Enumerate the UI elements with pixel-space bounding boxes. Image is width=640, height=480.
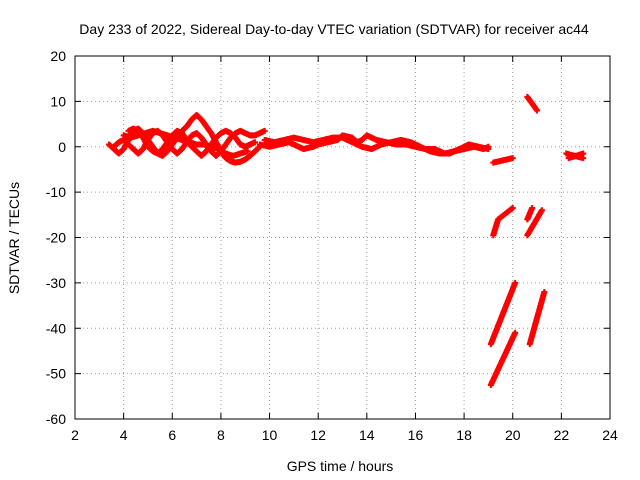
- y-tick-label: -40: [46, 320, 66, 336]
- series-seg-3: [524, 93, 541, 114]
- y-tick-label: -60: [46, 411, 66, 427]
- y-axis-label: SDTVAR / TECUs: [6, 182, 22, 294]
- data-point: [534, 107, 541, 114]
- x-tick-label: 10: [262, 427, 278, 443]
- x-tick-label: 8: [217, 427, 225, 443]
- series-seg-6: [487, 279, 519, 348]
- y-tick-label: -30: [46, 275, 66, 291]
- chart-title: Day 233 of 2022, Sidereal Day-to-day VTE…: [79, 21, 589, 37]
- y-tick-label: -20: [46, 230, 66, 246]
- data-point: [509, 155, 516, 162]
- x-tick-label: 6: [168, 427, 176, 443]
- data-point: [261, 127, 268, 134]
- series-seg-5: [524, 207, 545, 239]
- data-point: [580, 150, 587, 157]
- y-tick-label: 0: [58, 139, 66, 155]
- series-seg-2: [490, 205, 516, 239]
- series-seg-10: [565, 150, 587, 162]
- x-tick-label: 22: [554, 427, 570, 443]
- series-track-c: [125, 125, 258, 159]
- grid-lines: [75, 56, 610, 419]
- x-tick-label: 16: [408, 427, 424, 443]
- x-tick-label: 24: [602, 427, 618, 443]
- x-tick-label: 18: [456, 427, 472, 443]
- x-tick-label: 2: [71, 427, 79, 443]
- x-tick-label: 12: [310, 427, 326, 443]
- data-point: [485, 146, 492, 153]
- y-tick-label: 20: [50, 48, 66, 64]
- data-point: [541, 288, 548, 295]
- y-tick-label: -50: [46, 366, 66, 382]
- series-track-d: [120, 127, 251, 159]
- data-point: [512, 279, 519, 286]
- data-markers: [106, 93, 587, 388]
- data-point: [538, 207, 545, 214]
- x-tick-label: 14: [359, 427, 375, 443]
- data-point: [512, 329, 519, 336]
- axis-ticks: 2 4 6 8 10 12 14 16 18 20 22 2420100-10-20-30-40-50…: [46, 48, 618, 443]
- data-point: [251, 139, 258, 146]
- y-tick-label: -10: [46, 184, 66, 200]
- series-seg-4: [524, 205, 536, 223]
- data-point: [509, 205, 516, 212]
- series-seg-7: [487, 329, 519, 388]
- data-point: [244, 148, 251, 155]
- series-seg-8: [526, 288, 548, 348]
- y-tick-label: 10: [50, 93, 66, 109]
- x-tick-label: 20: [505, 427, 521, 443]
- series-seg-1: [490, 155, 516, 166]
- series-track-f: [261, 134, 492, 157]
- x-tick-label: 4: [120, 427, 128, 443]
- x-axis-label: GPS time / hours: [287, 458, 394, 474]
- data-point: [529, 205, 536, 212]
